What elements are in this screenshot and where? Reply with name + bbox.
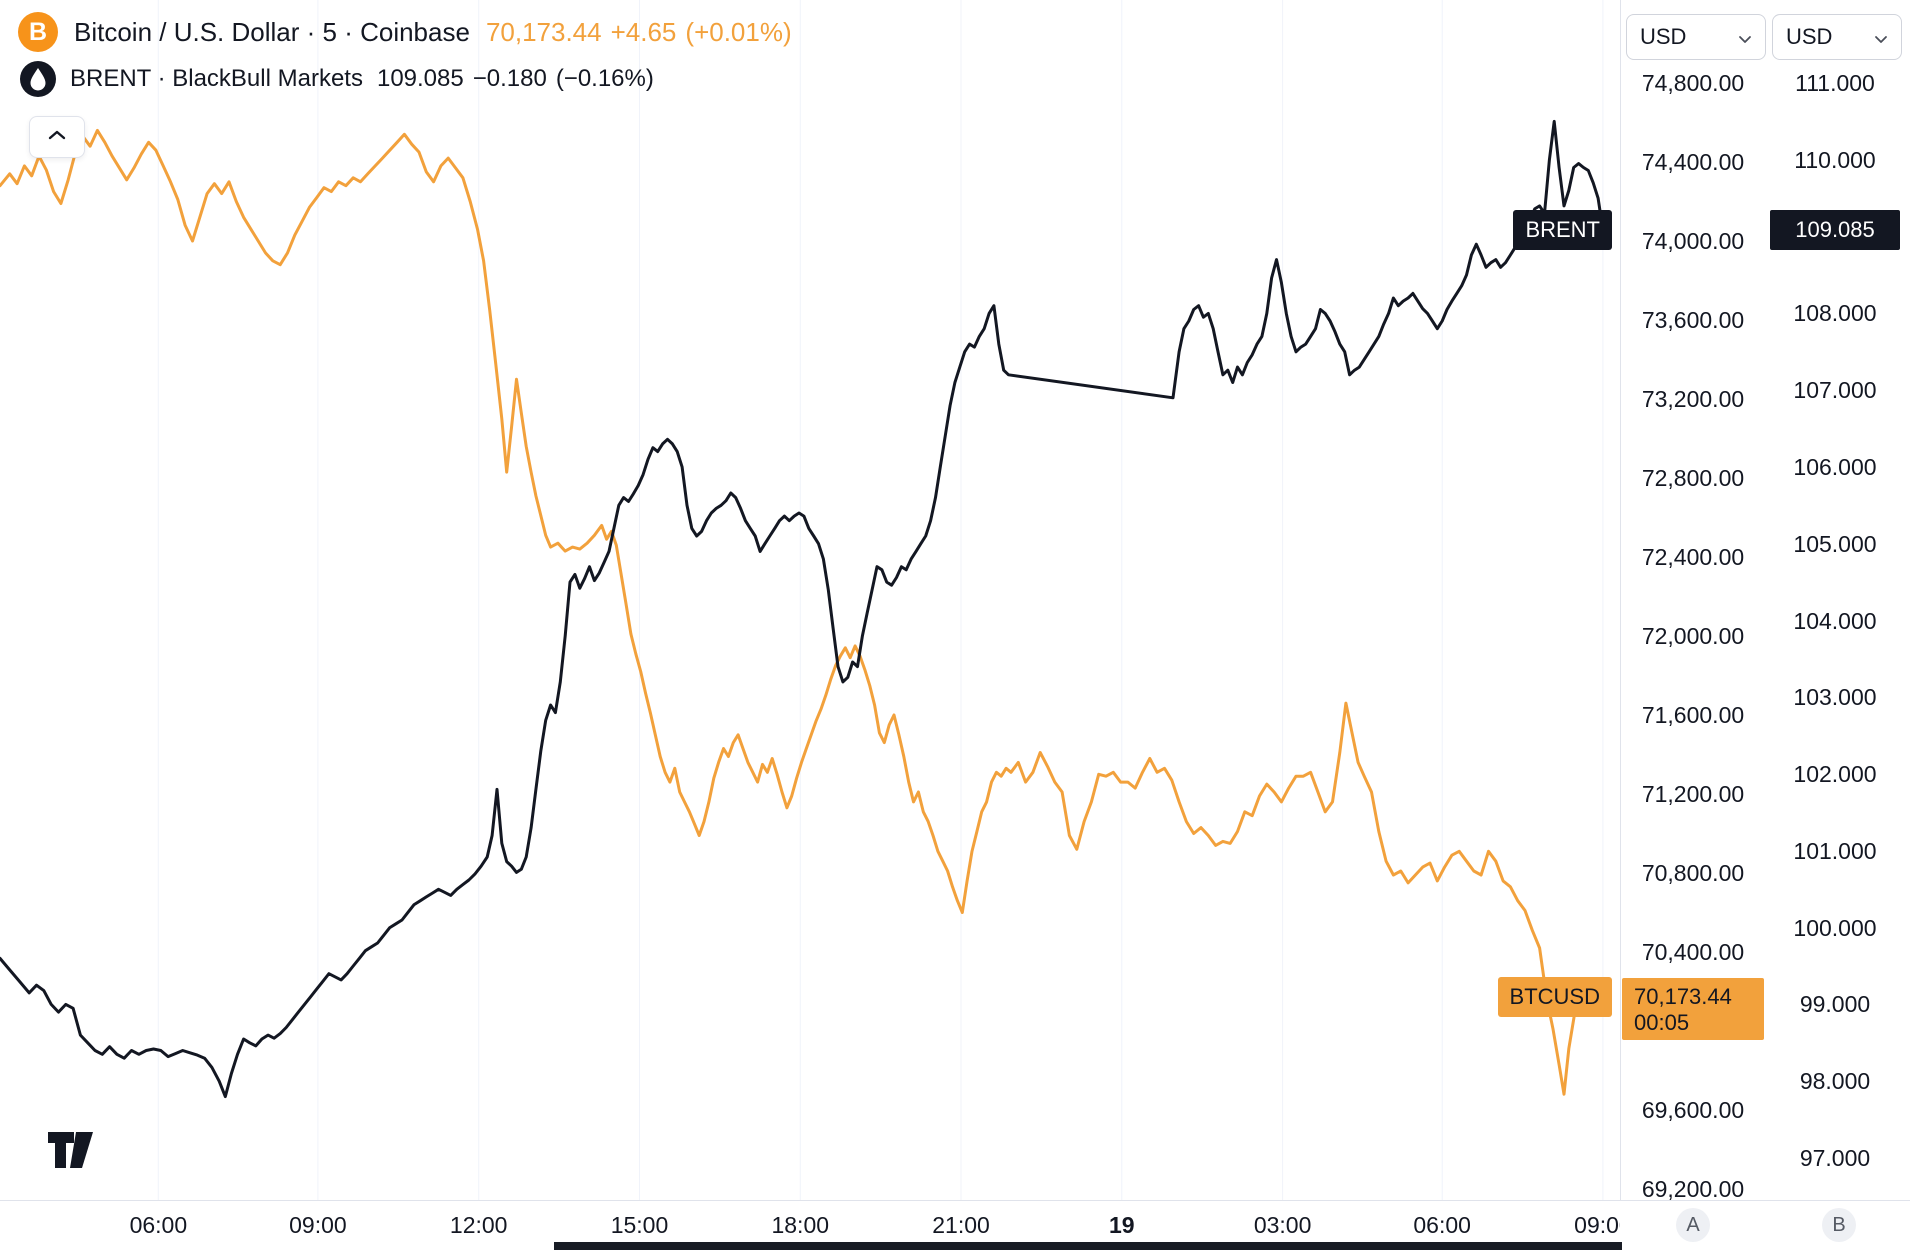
time-tick-label: 19 (1109, 1212, 1135, 1238)
tradingview-logo[interactable] (46, 1128, 96, 1177)
price-tick-label: 73,200.00 (1641, 386, 1745, 412)
price-tick-label: 100.000 (1793, 914, 1877, 941)
brent-last-price-badge: 109.085 (1770, 210, 1900, 251)
price-tick-label: 70,800.00 (1641, 860, 1745, 886)
currency-dropdown-b-value: USD (1786, 24, 1833, 49)
price-tick-label: 72,400.00 (1641, 544, 1745, 570)
price-scale-panel: USD USD 74,800.00 74,400.00 74,000.00 73,60… (1620, 0, 1910, 1200)
chevron-down-icon (1874, 24, 1888, 50)
time-tick-label: 18:00 (771, 1212, 830, 1238)
btc-change: +4.65 (610, 16, 677, 47)
brent-series-badge: BRENT (1513, 210, 1612, 251)
price-tick-label: 69,200.00 (1641, 1176, 1745, 1200)
price-tick-label: 104.000 (1793, 607, 1877, 634)
price-tick-label: 74,800.00 (1641, 70, 1745, 96)
series-line-brent[interactable] (0, 119, 1605, 1099)
time-tick-label: 21:00 (932, 1212, 990, 1238)
price-tick-label: 73,600.00 (1641, 307, 1745, 333)
price-tick-label: 97.000 (1799, 1145, 1871, 1171)
currency-dropdown-b[interactable]: USD (1772, 14, 1902, 60)
chevron-down-icon (1738, 24, 1752, 50)
currency-dropdown-a[interactable]: USD (1626, 14, 1766, 60)
chart-legend: B Bitcoin / U.S. Dollar · 5 · Coinbase 7… (18, 12, 801, 106)
legend-collapse-button[interactable] (29, 116, 85, 158)
btcusd-series-badge: BTCUSD (1497, 976, 1612, 1017)
series-line-btcusd[interactable] (0, 128, 1601, 1096)
price-tick-label: 70,400.00 (1641, 939, 1745, 965)
time-tick-label: 09:00 (289, 1212, 347, 1238)
brent-change-pct: (−0.16%) (555, 65, 654, 92)
time-tick-label: 15:00 (610, 1212, 669, 1238)
bitcoin-icon: B (18, 12, 58, 52)
time-tick-label: 12:00 (449, 1212, 508, 1238)
btc-change-pct: (+0.01%) (685, 16, 792, 47)
price-tick-label: 72,800.00 (1641, 465, 1745, 491)
legend-row-btcusd: B Bitcoin / U.S. Dollar · 5 · Coinbase 7… (18, 12, 801, 52)
price-tick-label: 99.000 (1799, 991, 1871, 1018)
btc-last-price-badge: 70,173.44 00:05 (1622, 977, 1764, 1040)
price-tick-label: 98.000 (1799, 1068, 1871, 1095)
price-tick-label: 71,200.00 (1641, 781, 1745, 807)
quote-brent: 109.085 −0.180 (−0.16%) (377, 65, 663, 93)
price-tick-label: 72,000.00 (1641, 623, 1745, 649)
bottom-dark-bar (554, 1242, 1622, 1250)
time-tick-label: 09:00 (1574, 1212, 1620, 1238)
brent-change: −0.180 (472, 65, 547, 92)
time-tick-label: 06:00 (129, 1212, 188, 1238)
chevron-up-icon (47, 128, 67, 146)
symbol-title-btcusd[interactable]: Bitcoin / U.S. Dollar · 5 · Coinbase (74, 16, 470, 47)
price-tick-label: 103.000 (1793, 684, 1877, 711)
price-tick-label: 106.000 (1793, 453, 1877, 480)
currency-dropdown-a-value: USD (1640, 24, 1687, 49)
price-scale-brent[interactable]: 111.000 110.000 108.000 107.000 106.000 105.0… (1770, 0, 1900, 1200)
chart-plot-area[interactable] (0, 0, 1620, 1200)
time-tick-label: 03:00 (1253, 1212, 1312, 1238)
btc-bar-countdown: 00:05 (1634, 1009, 1690, 1035)
price-tick-label: 102.000 (1793, 761, 1877, 788)
symbol-title-brent[interactable]: BRENT · BlackBull Markets (70, 65, 363, 92)
btc-last-price-value: 70,173.44 (1634, 983, 1732, 1009)
quote-btcusd: 70,173.44 +4.65 (+0.01%) (486, 17, 801, 48)
time-axis-labels: 06:00 09:00 12:00 15:00 18:00 21:00 19 03:00 06:… (0, 1201, 1620, 1250)
time-tick-label: 06:00 (1413, 1212, 1471, 1238)
price-tick-label: 74,000.00 (1641, 228, 1745, 254)
legend-row-brent: BRENT · BlackBull Markets 109.085 −0.180 (… (18, 61, 801, 97)
price-tick-label: 111.000 (1795, 70, 1875, 96)
price-tick-label: 110.000 (1794, 146, 1876, 173)
scale-b-button[interactable]: B (1822, 1208, 1856, 1242)
btcusd-series-badge-label: BTCUSD (1509, 983, 1600, 1009)
scale-separator (1620, 0, 1621, 1250)
price-tick-label: 101.000 (1793, 837, 1877, 864)
time-axis-separator (0, 1200, 1910, 1201)
price-tick-label: 107.000 (1793, 377, 1877, 404)
time-axis[interactable]: 06:00 09:00 12:00 15:00 18:00 21:00 19 03:00 06:… (0, 1201, 1910, 1250)
btc-last-price: 70,173.44 (485, 16, 602, 47)
price-tick-label: 105.000 (1793, 530, 1877, 557)
brent-last-price-value: 109.085 (1795, 217, 1875, 243)
price-tick-label: 108.000 (1793, 300, 1877, 327)
oil-drop-icon (20, 61, 56, 97)
price-tick-label: 74,400.00 (1641, 149, 1745, 175)
brent-series-badge-label: BRENT (1525, 217, 1600, 243)
brent-last-price: 109.085 (376, 65, 464, 92)
price-tick-label: 71,600.00 (1641, 702, 1745, 728)
price-scale-btc[interactable]: 74,800.00 74,400.00 74,000.00 73,600.00 73,2… (1620, 0, 1766, 1200)
scale-a-button[interactable]: A (1676, 1208, 1710, 1242)
price-tick-label: 69,600.00 (1641, 1097, 1745, 1123)
